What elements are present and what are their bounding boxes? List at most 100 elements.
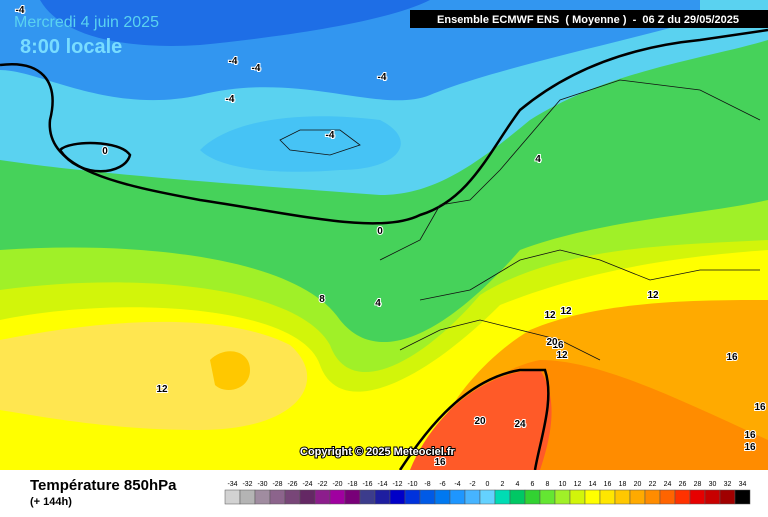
colorbar-swatch [224, 489, 241, 505]
contour-label: 16 [552, 340, 564, 351]
contour-label: 0 [377, 226, 383, 237]
colorbar-swatch [419, 489, 436, 505]
colorbar-label: -26 [287, 481, 297, 488]
colorbar-swatch [659, 489, 676, 505]
colorbar-label: -14 [377, 481, 387, 488]
contour-label: 16 [744, 442, 756, 453]
colorbar-swatch [479, 489, 496, 505]
colorbar-swatch [389, 489, 406, 505]
contour-label: 4 [535, 154, 541, 165]
colorbar-swatch [584, 489, 601, 505]
colorbar-swatch [404, 489, 421, 505]
colorbar-swatch [284, 489, 301, 505]
forecast-time: 8:00 locale [20, 36, 122, 58]
colorbar-swatch [464, 489, 481, 505]
colorbar-label: 0 [486, 481, 490, 488]
colorbar-swatch [269, 489, 286, 505]
colorbar-label: -8 [424, 481, 430, 488]
footer-subtitle: (+ 144h) [30, 496, 72, 508]
colorbar-swatch [689, 489, 706, 505]
colorbar-swatch [614, 489, 631, 505]
colorbar-label: 30 [709, 481, 717, 488]
colorbar-swatch [314, 489, 331, 505]
colorbar-swatch [494, 489, 511, 505]
forecast-date: Mercredi 4 juin 2025 [14, 14, 159, 31]
colorbar-swatch [239, 489, 256, 505]
colorbar-label: 10 [559, 481, 567, 488]
colorbar-label: -30 [257, 481, 267, 488]
colorbar-swatch [674, 489, 691, 505]
colorbar-swatch [644, 489, 661, 505]
colorbar-swatch [734, 489, 751, 505]
contour-label: 20 [474, 416, 486, 427]
colorbar-label: -28 [272, 481, 282, 488]
colorbar-label: 14 [589, 481, 597, 488]
contour-label: 4 [375, 298, 381, 309]
colorbar-label: 28 [694, 481, 702, 488]
contour-label: -4 [326, 130, 335, 141]
colorbar-label: -18 [347, 481, 357, 488]
colorbar-swatch [374, 489, 391, 505]
colorbar-label: -12 [392, 481, 402, 488]
colorbar-label: 8 [546, 481, 550, 488]
contour-label: -4 [378, 72, 387, 83]
colorbar-label: -32 [242, 481, 252, 488]
colorbar-label: 18 [619, 481, 627, 488]
contour-label: 0 [102, 146, 108, 157]
contour-label: 24 [514, 419, 526, 430]
colorbar-label: 4 [516, 481, 520, 488]
colorbar-swatch [539, 489, 556, 505]
colorbar-label: 12 [574, 481, 582, 488]
colorbar-swatch [629, 489, 646, 505]
contour-label: 16 [434, 457, 446, 468]
contour-label: 12 [544, 310, 556, 321]
contour-label: 12 [156, 384, 168, 395]
colorbar-swatch [299, 489, 316, 505]
colorbar-label: -16 [362, 481, 372, 488]
colorbar-swatch [449, 489, 466, 505]
colorbar-swatch [344, 489, 361, 505]
contour-label: 16 [754, 402, 766, 413]
colorbar-label: -10 [407, 481, 417, 488]
colorbar-label: -34 [227, 481, 237, 488]
colorbar-label: 24 [664, 481, 672, 488]
colorbar-label: -6 [439, 481, 445, 488]
colorbar-label: -4 [454, 481, 460, 488]
contour-label: 12 [556, 350, 568, 361]
contour-label: 8 [319, 294, 325, 305]
copyright: Copyright © 2025 Meteociel.fr [300, 446, 456, 458]
contour-label: -4 [252, 63, 261, 74]
colorbar-label: -24 [302, 481, 312, 488]
colorbar-label: 20 [634, 481, 642, 488]
colorbar-swatch [329, 489, 346, 505]
colorbar-swatch [254, 489, 271, 505]
contour-label: 16 [726, 352, 738, 363]
colorbar-label: 2 [501, 481, 505, 488]
colorbar-swatch [569, 489, 586, 505]
colorbar-swatch [434, 489, 451, 505]
map [0, 0, 768, 471]
colorbar-label: 22 [649, 481, 657, 488]
contour-label: -4 [229, 56, 238, 67]
colorbar-label: 32 [724, 481, 732, 488]
colorbar-swatch [704, 489, 721, 505]
contour-label: 20 [546, 337, 558, 348]
colorbar-swatch [509, 489, 526, 505]
model-info: Ensemble ECMWF ENS ( Moyenne ) - 06 Z du… [437, 14, 739, 26]
model-box [410, 10, 768, 28]
colorbar-label: 6 [531, 481, 535, 488]
colorbar-label: 16 [604, 481, 612, 488]
contour-label: 16 [744, 430, 756, 441]
colorbar-swatch [719, 489, 736, 505]
colorbar-label: 26 [679, 481, 687, 488]
contour-label: -4 [16, 5, 25, 16]
colorbar-label: -2 [469, 481, 475, 488]
colorbar-swatch [524, 489, 541, 505]
footer-title: Température 850hPa [30, 477, 177, 494]
colorbar: -34 -32 -30 -28 -26 -24 -22 -20 -18 -16 -14 -12 -10-… [224, 481, 751, 505]
contour-label: -4 [226, 94, 235, 105]
colorbar-swatch [599, 489, 616, 505]
colorbar-label: 34 [739, 481, 747, 488]
